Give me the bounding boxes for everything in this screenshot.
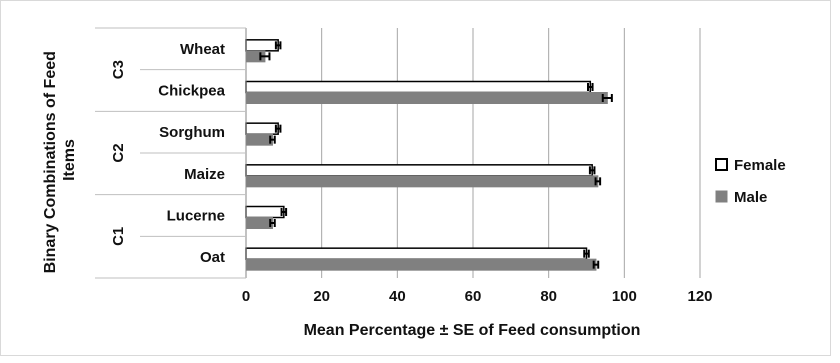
legend-label-female: Female bbox=[734, 157, 786, 174]
bar-male-sorghum bbox=[245, 133, 273, 146]
category-label-lucerne: Lucerne bbox=[167, 208, 225, 225]
legend: Female Male bbox=[715, 157, 786, 206]
bar-male-maize bbox=[245, 175, 599, 188]
x-tick-label: 60 bbox=[465, 288, 482, 305]
x-axis-title: Mean Percentage ± SE of Feed consumption bbox=[304, 322, 641, 339]
y-axis-title-line-2: Items bbox=[61, 139, 78, 181]
x-tick-label: 40 bbox=[389, 288, 406, 305]
bar-female-sorghum bbox=[245, 122, 279, 135]
group-label-c3: C3 bbox=[110, 60, 127, 79]
legend-swatch-female bbox=[715, 158, 728, 171]
legend-label-male: Male bbox=[734, 189, 767, 206]
category-label-wheat: Wheat bbox=[180, 41, 225, 58]
bar-female-wheat bbox=[245, 39, 279, 52]
x-tick-label: 80 bbox=[540, 288, 557, 305]
category-label-chickpea: Chickpea bbox=[158, 83, 225, 100]
labels-layer: 0 20 40 60 80 100 120 C3 C2 C1 Wheat Chickpea Sorghu… bbox=[110, 41, 713, 305]
x-tick-label: 0 bbox=[242, 288, 250, 305]
x-tick-label: 120 bbox=[687, 288, 712, 305]
bar-female-lucerne bbox=[245, 205, 285, 219]
y-axis-title-line-1: Binary Combinations of Feed bbox=[42, 51, 59, 273]
group-label-c1: C1 bbox=[110, 227, 127, 246]
bar-male-chickpea bbox=[245, 92, 608, 104]
bar-male-oat bbox=[245, 258, 597, 271]
gridlines bbox=[321, 28, 701, 278]
bar-male-lucerne bbox=[245, 217, 273, 229]
bar-female-chickpea bbox=[245, 80, 592, 94]
group-label-c2: C2 bbox=[110, 143, 127, 162]
bar-female-maize bbox=[245, 164, 593, 177]
bar-female-oat bbox=[245, 247, 588, 260]
category-label-maize: Maize bbox=[184, 166, 225, 183]
category-label-oat: Oat bbox=[200, 249, 225, 266]
axes-layer bbox=[95, 27, 247, 279]
legend-swatch-male bbox=[715, 190, 728, 203]
x-tick-label: 20 bbox=[313, 288, 330, 305]
y-axis-title: Binary Combinations of Feed Items bbox=[42, 47, 78, 274]
x-tick-label: 100 bbox=[612, 288, 637, 305]
category-label-sorghum: Sorghum bbox=[159, 124, 225, 141]
